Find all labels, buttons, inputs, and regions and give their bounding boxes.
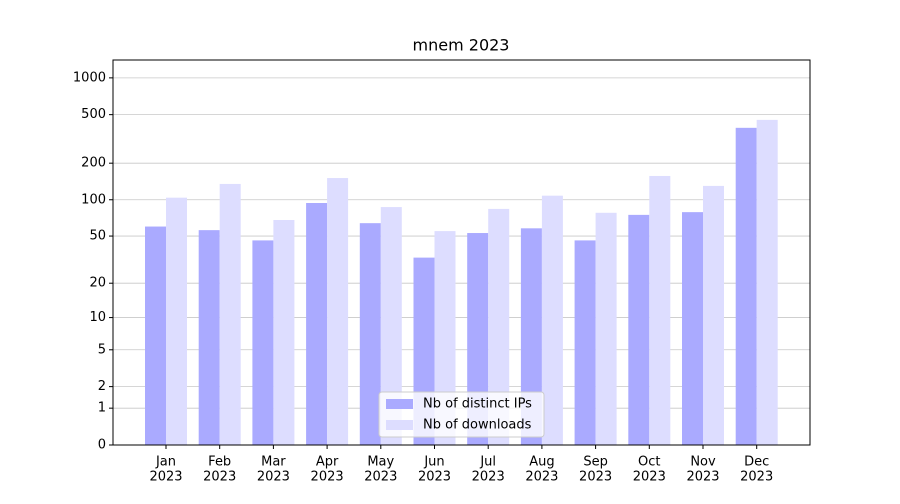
bar <box>166 197 187 445</box>
bar <box>628 214 650 445</box>
y-tick-label: 50 <box>89 229 106 244</box>
bar <box>649 175 671 445</box>
x-tick-label: Jul <box>479 455 496 470</box>
x-tick-label: May <box>367 455 394 470</box>
x-tick-label: 2023 <box>311 470 344 485</box>
legend-label: Nb of distinct IPs <box>423 397 532 412</box>
x-tick-label: Oct <box>638 455 660 470</box>
x-tick-label: 2023 <box>633 470 666 485</box>
x-tick-label: Aug <box>529 455 554 470</box>
x-tick-label: Jan <box>155 455 176 470</box>
bar <box>359 223 381 445</box>
x-tick-label: 2023 <box>525 470 558 485</box>
x-tick-label: 2023 <box>203 470 236 485</box>
y-tick-label: 5 <box>98 342 106 357</box>
bar <box>198 230 220 445</box>
x-tick-label: Nov <box>690 455 716 470</box>
bar <box>574 240 596 445</box>
legend-swatch <box>386 399 413 409</box>
x-tick-label: Mar <box>261 455 286 470</box>
bar <box>252 240 274 445</box>
bar <box>756 119 778 445</box>
x-tick-label: 2023 <box>686 470 719 485</box>
bar <box>219 183 241 445</box>
y-tick-label: 2 <box>98 379 106 394</box>
chart-title: mnem 2023 <box>413 36 510 55</box>
y-tick-label: 10 <box>89 310 106 325</box>
x-tick-label: 2023 <box>257 470 290 485</box>
x-tick-label: 2023 <box>149 470 182 485</box>
x-tick-label: 2023 <box>418 470 451 485</box>
bar <box>488 208 510 445</box>
legend-box <box>378 391 545 438</box>
legend-swatch <box>386 420 413 430</box>
legend: Nb of distinct IPs Nb of downloads <box>378 391 545 438</box>
y-tick-label: 200 <box>81 156 106 171</box>
x-tick-label: Feb <box>208 455 231 470</box>
bar <box>145 226 166 445</box>
x-tick-label: Apr <box>316 455 339 470</box>
x-tick-label: 2023 <box>579 470 612 485</box>
y-tick-label: 100 <box>81 192 106 207</box>
y-tick-label: 20 <box>89 276 106 291</box>
x-tick-label: 2023 <box>364 470 397 485</box>
y-tick-label: 1 <box>98 401 106 416</box>
legend-label: Nb of downloads <box>423 418 532 433</box>
bar <box>541 195 563 445</box>
bar <box>273 219 295 445</box>
bar <box>595 212 617 445</box>
bar <box>703 185 724 446</box>
x-tick-label: 2023 <box>472 470 505 485</box>
bar <box>682 212 703 445</box>
x-tick-label: Jun <box>423 455 444 470</box>
y-tick-label: 0 <box>98 438 106 453</box>
y-tick-label: 1000 <box>73 70 106 85</box>
x-tick-label: 2023 <box>740 470 773 485</box>
bar <box>306 203 328 445</box>
bar <box>380 207 402 445</box>
x-tick-label: Dec <box>744 455 769 470</box>
y-tick-label: 500 <box>81 107 106 122</box>
bar <box>327 178 349 445</box>
bar <box>735 127 757 445</box>
x-tick-label: Sep <box>583 455 608 470</box>
bar <box>520 228 542 445</box>
plot-frame <box>112 59 811 446</box>
